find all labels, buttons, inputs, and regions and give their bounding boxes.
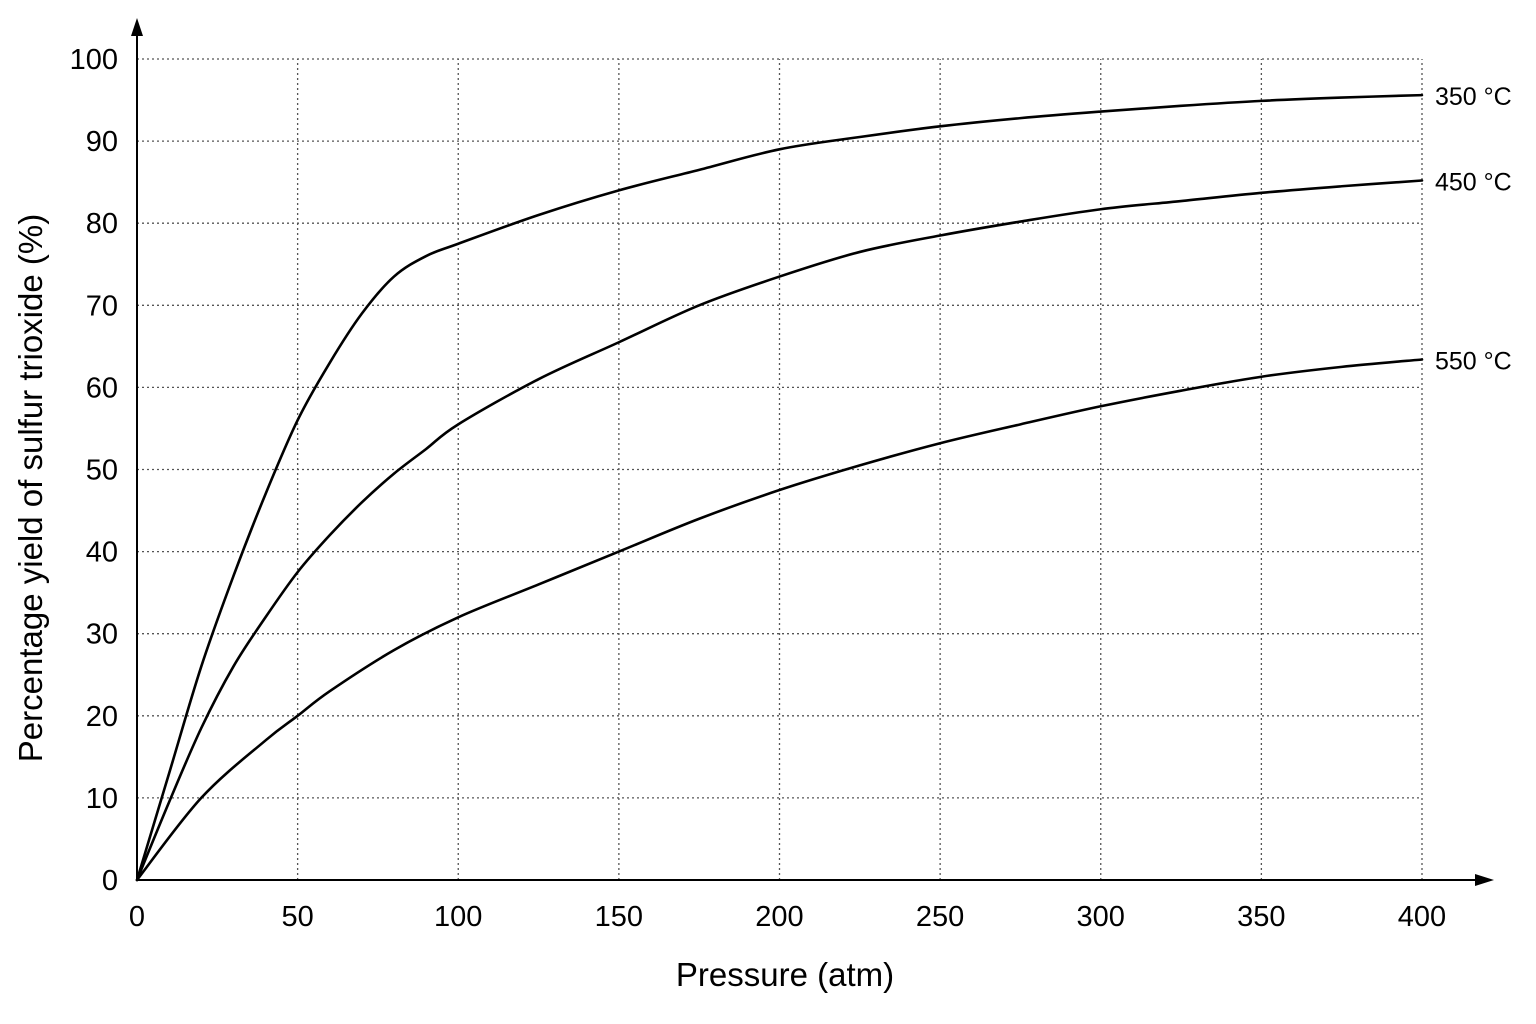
series-line-1 (135, 93, 1424, 882)
y-axis-title: Percentage yield of sulfur trioxide (%) (12, 214, 49, 762)
x-tick-label: 100 (434, 901, 482, 933)
series-label: 350 °C (1435, 83, 1512, 111)
x-tick-label: 350 (1237, 901, 1285, 933)
grid (137, 58, 1423, 880)
y-tick-label: 0 (102, 865, 118, 897)
x-tick-label: 400 (1398, 901, 1446, 933)
y-tick-label: 40 (86, 537, 118, 569)
y-axis-arrow-icon (131, 18, 143, 36)
y-tick-label: 20 (86, 701, 118, 733)
x-tick-label: 50 (281, 901, 313, 933)
x-tick-label: 300 (1077, 901, 1125, 933)
y-tick-label: 100 (70, 44, 118, 76)
y-tick-label: 80 (86, 208, 118, 240)
x-axis-title: Pressure (atm) (676, 956, 894, 993)
x-tick-labels: 0 50 100 150 200 250 300 350 400 (129, 901, 1446, 933)
y-tick-label: 60 (86, 372, 118, 404)
series-line-3 (135, 358, 1424, 882)
y-tick-label: 70 (86, 290, 118, 322)
series-labels: 350 °C 450 °C 550 °C (1435, 83, 1512, 375)
y-tick-label: 10 (86, 783, 118, 815)
x-tick-label: 0 (129, 901, 145, 933)
y-tick-labels: 0 10 20 30 40 50 60 70 80 90 100 (70, 44, 118, 897)
x-tick-label: 250 (916, 901, 964, 933)
x-tick-label: 150 (595, 901, 643, 933)
x-tick-label: 200 (755, 901, 803, 933)
y-tick-label: 50 (86, 455, 118, 487)
series-label: 550 °C (1435, 347, 1512, 375)
x-axis-arrow-icon (1475, 874, 1494, 886)
axes (131, 18, 1494, 886)
y-tick-label: 90 (86, 126, 118, 158)
series-label: 450 °C (1435, 169, 1512, 197)
y-tick-label: 30 (86, 619, 118, 651)
series-line-2 (135, 179, 1424, 882)
series (135, 93, 1424, 882)
